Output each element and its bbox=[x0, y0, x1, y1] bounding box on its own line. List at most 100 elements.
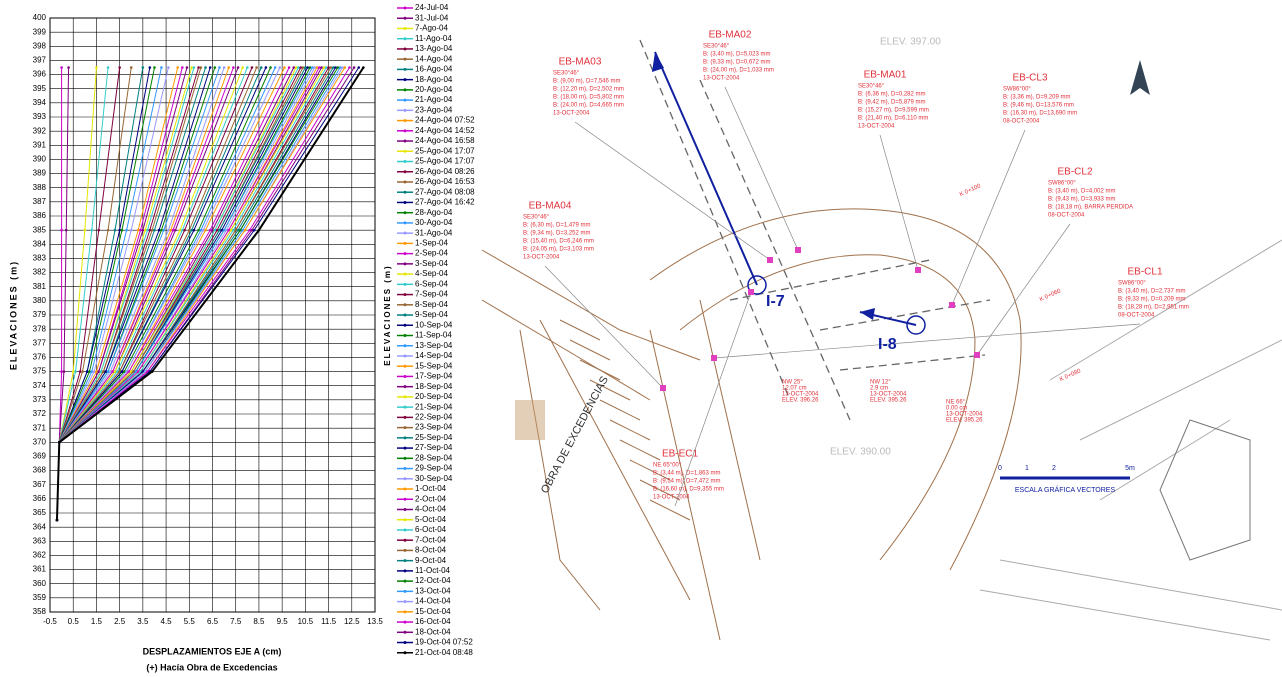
series-point bbox=[241, 228, 244, 232]
legend-marker bbox=[403, 67, 407, 71]
series-point bbox=[139, 370, 142, 373]
series-point bbox=[134, 370, 138, 373]
leader-line bbox=[713, 323, 1141, 359]
series-point bbox=[113, 370, 117, 373]
series-point bbox=[287, 66, 291, 69]
series-point bbox=[208, 228, 212, 232]
legend-marker bbox=[403, 589, 407, 593]
series-point bbox=[327, 66, 330, 69]
station-line: B: (12,20 m), D=2,502 mm bbox=[553, 87, 624, 93]
series-point bbox=[225, 228, 228, 232]
legend-marker bbox=[403, 569, 407, 573]
legend-marker bbox=[403, 651, 407, 655]
station-line: 13-OCT-2004 bbox=[553, 111, 590, 117]
y-tick-label: 393 bbox=[33, 112, 47, 121]
x-tick-label: 11.5 bbox=[321, 617, 337, 626]
legend-label: 23-Sep-04 bbox=[415, 423, 453, 432]
y-tick-label: 359 bbox=[33, 593, 47, 602]
series-point bbox=[167, 228, 170, 232]
series-point bbox=[78, 370, 82, 373]
station-line: SW86°00° bbox=[1118, 281, 1146, 287]
y-tick-label: 395 bbox=[33, 84, 47, 93]
series-point bbox=[81, 370, 84, 373]
station-line: 13-OCT-2004 bbox=[653, 495, 690, 501]
legend-label: 26-Ago-04 16:53 bbox=[415, 177, 475, 186]
series-point bbox=[109, 370, 112, 373]
road-edge bbox=[979, 559, 1282, 641]
series-point bbox=[97, 370, 101, 373]
series-point bbox=[197, 228, 200, 232]
y-tick-label: 399 bbox=[33, 27, 47, 36]
series-point bbox=[352, 66, 356, 69]
scale-tick: 1 bbox=[1025, 465, 1029, 472]
station-line: 13-OCT-2004 bbox=[703, 76, 740, 82]
y-tick-label: 376 bbox=[33, 353, 47, 362]
series-point bbox=[264, 66, 268, 69]
series-point bbox=[64, 228, 68, 232]
legend-marker bbox=[403, 262, 407, 266]
station-line: B: (3,40 m), D=2,737 mm bbox=[1118, 289, 1186, 295]
station-line: B: (6,36 m), D=0,282 mm bbox=[858, 92, 926, 98]
series-point bbox=[57, 440, 61, 444]
y-tick-label: 363 bbox=[33, 536, 47, 545]
series-point bbox=[246, 66, 249, 69]
station-marker bbox=[767, 257, 773, 263]
series-point bbox=[299, 66, 303, 69]
series-point bbox=[106, 228, 110, 232]
station-line: B: (9,54 m), D=7,472 mm bbox=[653, 479, 721, 485]
legend-marker bbox=[403, 436, 407, 440]
inclinometer-note: ELEV. 395.26 bbox=[870, 398, 907, 404]
series-point bbox=[236, 66, 240, 69]
legend-label: 4-Oct-04 bbox=[415, 505, 447, 514]
legend-marker bbox=[403, 600, 407, 604]
series-point bbox=[250, 66, 254, 69]
legend-marker bbox=[403, 334, 407, 337]
series-point bbox=[304, 66, 307, 69]
station-line: B: (9,33 m), D=0,672 mm bbox=[703, 60, 771, 66]
y-tick-label: 387 bbox=[33, 197, 47, 206]
series-point bbox=[113, 228, 117, 232]
y-tick-label: 391 bbox=[33, 140, 47, 149]
station-name: EB-CL1 bbox=[1127, 267, 1162, 278]
series-point bbox=[313, 66, 316, 69]
x-tick-label: 0.5 bbox=[68, 617, 80, 626]
legend-label: 26-Ago-04 08:26 bbox=[415, 167, 475, 176]
series-point bbox=[125, 370, 128, 373]
inclinometer-note: NE 66° bbox=[946, 400, 966, 406]
inclinometer-i8 bbox=[906, 315, 926, 335]
legend-marker bbox=[403, 641, 407, 645]
series-point bbox=[218, 66, 221, 69]
legend-label: 12-Oct-04 bbox=[415, 576, 451, 585]
station-marker bbox=[711, 355, 717, 361]
station-line: SW86°00° bbox=[1003, 87, 1031, 93]
vector-i8-head bbox=[860, 308, 875, 320]
inclinometer-note: 13-OCT-2004 bbox=[946, 412, 983, 418]
series-point bbox=[118, 228, 121, 232]
x-tick-label: 7.5 bbox=[230, 617, 242, 626]
legend-marker bbox=[403, 313, 407, 317]
y-tick-label: 400 bbox=[33, 13, 47, 22]
series-point bbox=[227, 66, 231, 69]
inclinometer-note: 2.9 cm bbox=[870, 386, 888, 392]
inclinometer-note: 12.07 cm bbox=[782, 386, 807, 392]
vector-i7-head bbox=[652, 52, 664, 72]
series-point bbox=[322, 66, 326, 69]
legend-label: 30-Sep-04 bbox=[415, 474, 453, 483]
station-line: B: (3,40 m), D=5,023 mm bbox=[703, 52, 771, 58]
x-tick-label: 12.5 bbox=[344, 617, 360, 626]
structure-lines bbox=[481, 249, 761, 641]
series-point bbox=[222, 228, 226, 232]
series-point bbox=[334, 66, 337, 69]
inclinometer-label: I-8 bbox=[878, 336, 897, 353]
station-marker bbox=[748, 289, 754, 295]
station-line: B: (24,00 m), D=4,665 mm bbox=[553, 103, 624, 109]
series-point bbox=[301, 66, 305, 69]
series-point bbox=[336, 66, 340, 69]
series-point bbox=[311, 66, 314, 69]
chainage-label: K 0+100 bbox=[959, 183, 983, 198]
x-tick-label: 4.5 bbox=[161, 617, 173, 626]
y-tick-label: 373 bbox=[33, 395, 47, 404]
series-point bbox=[139, 228, 142, 232]
legend-label: 1-Oct-04 bbox=[415, 484, 447, 493]
series-point bbox=[317, 66, 321, 69]
